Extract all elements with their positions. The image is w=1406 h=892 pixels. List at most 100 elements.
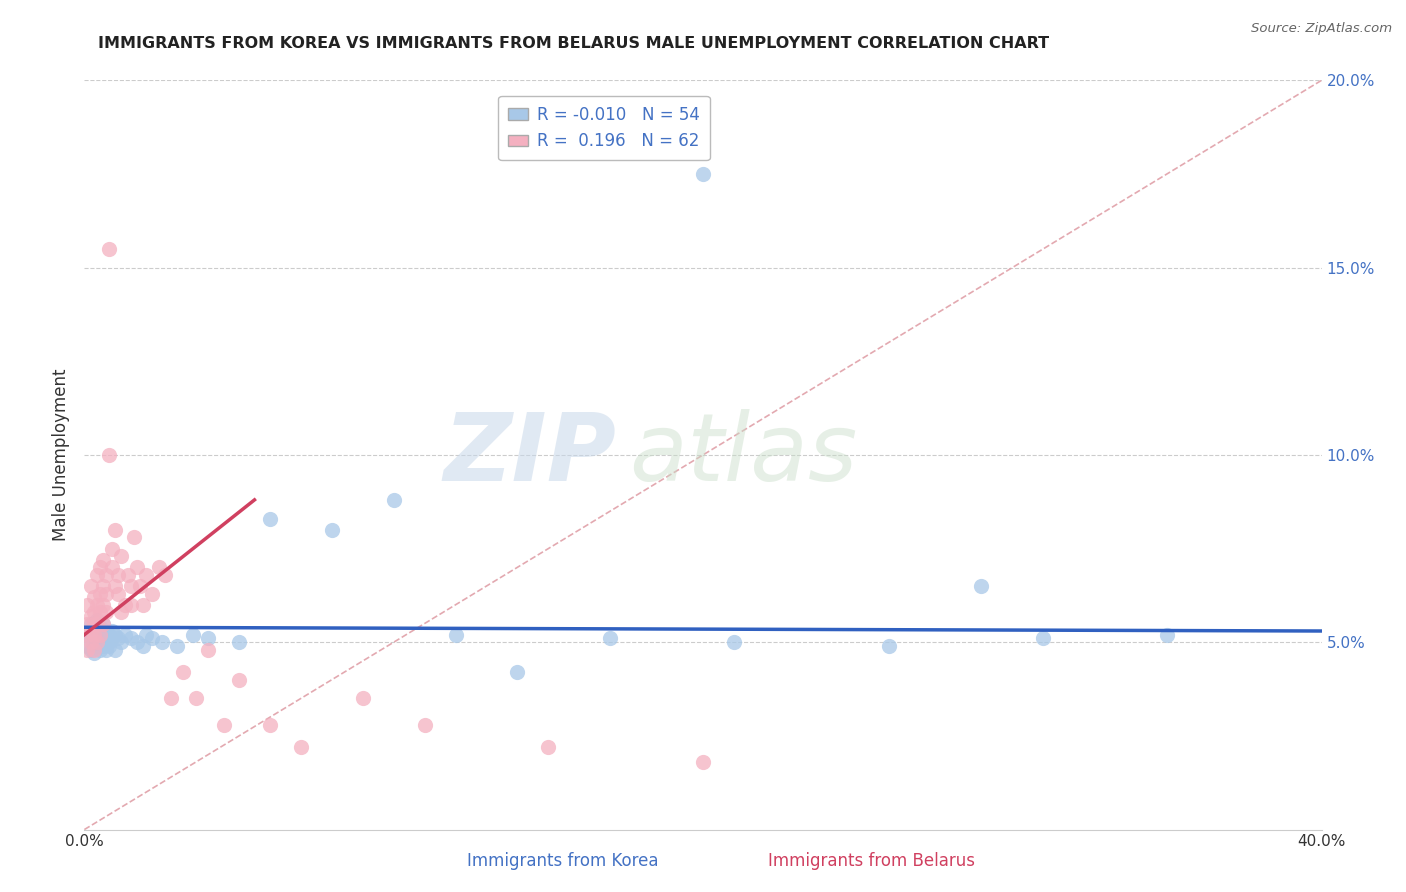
Point [91,553,114,567]
Point [86,598,108,612]
Point [132,598,155,612]
Point [91,579,114,593]
Point [382,492,405,507]
Point [94,605,117,619]
Point [101,541,124,556]
Point [94,642,117,657]
Point [98,448,121,462]
Point [76,628,98,642]
Point [94,624,117,638]
Point [89,628,111,642]
Point [125,560,148,574]
Point [132,639,155,653]
Point [98,639,121,653]
Point [181,628,204,642]
Point [76,616,98,631]
Point [153,567,176,582]
Point [228,635,250,649]
Point [228,673,250,687]
Point [197,642,219,657]
Point [110,605,132,619]
Point [104,642,127,657]
Point [172,665,194,680]
Point [160,691,183,706]
Text: Immigrants from Korea: Immigrants from Korea [467,852,658,870]
Text: IMMIGRANTS FROM KOREA VS IMMIGRANTS FROM BELARUS MALE UNEMPLOYMENT CORRELATION C: IMMIGRANTS FROM KOREA VS IMMIGRANTS FROM… [98,36,1049,51]
Point [83,642,105,657]
Point [444,628,467,642]
Point [79,616,101,631]
Point [98,628,121,642]
Point [120,598,142,612]
Point [1032,632,1054,646]
Point [101,560,124,574]
Point [83,616,105,631]
Point [83,647,105,661]
Point [101,624,124,638]
Legend: R = -0.010   N = 54, R =  0.196   N = 62: R = -0.010 N = 54, R = 0.196 N = 62 [498,96,710,161]
Point [91,616,114,631]
Point [117,567,139,582]
Point [352,691,374,706]
Point [79,635,101,649]
Point [86,628,108,642]
Point [89,620,111,634]
Point [76,598,98,612]
Point [89,635,111,649]
Point [692,167,714,181]
Point [135,567,157,582]
Point [970,579,993,593]
Point [166,639,188,653]
Point [321,523,343,537]
Point [83,591,105,605]
Y-axis label: Male Unemployment: Male Unemployment [52,368,70,541]
Point [122,530,145,544]
Text: atlas: atlas [628,409,858,500]
Point [1156,628,1178,642]
Point [83,605,105,619]
Point [104,579,127,593]
Point [120,579,142,593]
Point [107,567,129,582]
Point [98,635,121,649]
Point [86,567,108,582]
Text: ZIP: ZIP [443,409,616,501]
Point [107,586,129,600]
Point [150,635,173,649]
Point [120,632,142,646]
Point [76,628,98,642]
Point [86,639,108,653]
Point [79,579,101,593]
Point [104,628,127,642]
Point [91,616,114,631]
Point [79,642,101,657]
Text: Immigrants from Belarus: Immigrants from Belarus [768,852,976,870]
Point [83,624,105,638]
Point [89,560,111,574]
Point [79,609,101,624]
Point [197,632,219,646]
Point [83,620,105,634]
Point [692,755,714,769]
Point [141,586,163,600]
Point [76,642,98,657]
Point [413,717,436,731]
Point [91,598,114,612]
Point [94,567,117,582]
Point [89,605,111,619]
Point [114,628,136,642]
Point [89,586,111,600]
Point [86,635,108,649]
Point [184,691,207,706]
Point [599,632,621,646]
Point [259,511,281,525]
Point [91,628,114,642]
Point [91,639,114,653]
Point [104,523,127,537]
Point [129,579,152,593]
Point [79,632,101,646]
Point [98,242,121,256]
Text: Source: ZipAtlas.com: Source: ZipAtlas.com [1251,22,1392,36]
Point [94,586,117,600]
Point [79,624,101,638]
